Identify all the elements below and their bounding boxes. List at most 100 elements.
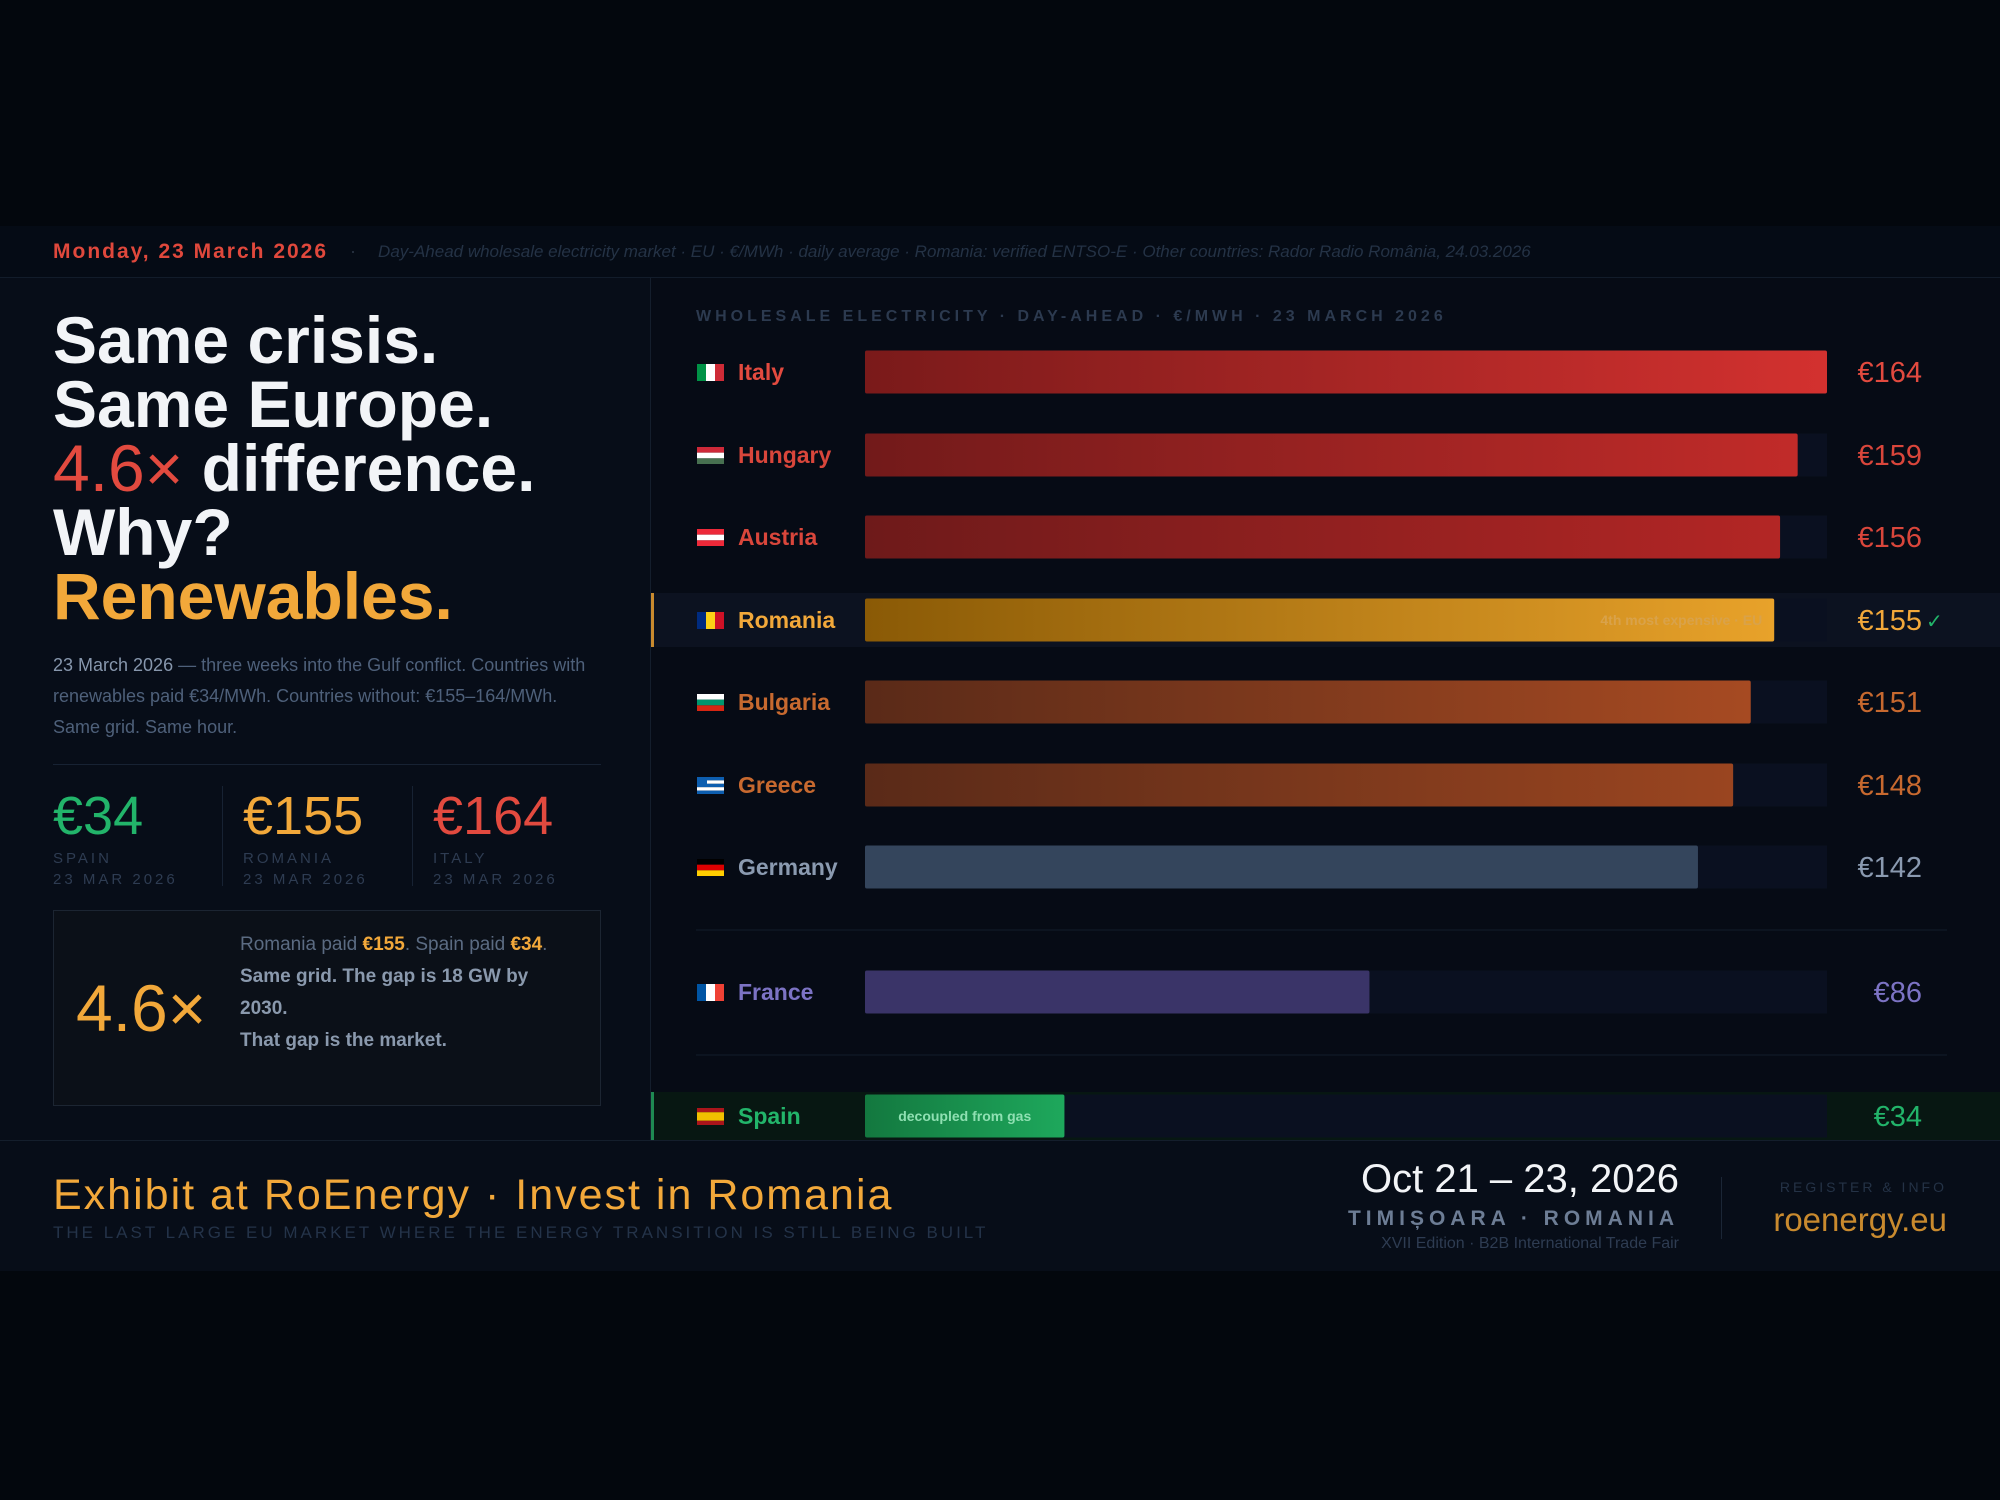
bar-row-italy: Italy €164 [697, 350, 1922, 394]
event-city: TIMIȘOARA · ROMANIA [1347, 1207, 1679, 1230]
left-panel: Same crisis. Same Europe. 4.6× differenc… [0, 278, 651, 1140]
flag-romania-icon [697, 612, 724, 629]
intro-text: — three weeks into the Gulf conflict. Co… [53, 655, 586, 737]
website-link[interactable]: roenergy.eu [1773, 1201, 1947, 1238]
headline-difference: difference. [183, 431, 536, 505]
flag-greece-icon [697, 777, 724, 794]
stat-date: 23 MAR 2026 [243, 871, 368, 888]
flag-italy-icon [697, 364, 724, 381]
flag-france-icon [697, 984, 724, 1001]
bar [865, 845, 1698, 889]
bar [865, 598, 1775, 642]
stat-spain: €34 SPAIN 23 MAR 2026 [53, 784, 178, 892]
flag-bulgaria-icon [697, 694, 724, 711]
bar-row-spain: Spain decoupled from gas €34 [651, 1092, 2000, 1140]
stat-label: SPAIN [53, 850, 112, 867]
bar-row-greece: Greece €148 [697, 763, 1922, 807]
flag-spain-icon [697, 1108, 724, 1125]
value-label: €164 [1857, 357, 1922, 389]
value-label: €151 [1857, 687, 1922, 719]
stat-date: 23 MAR 2026 [53, 871, 178, 888]
bar-annotation: 4th most expensive · EU [1600, 612, 1762, 628]
divider [53, 764, 601, 765]
bar-row-austria: Austria €156 [697, 515, 1922, 559]
bar [865, 680, 1751, 724]
bar-annotation: decoupled from gas [898, 1108, 1031, 1124]
callout-market: That gap is the market. [240, 1030, 447, 1051]
bar-label: France [738, 979, 813, 1005]
value-label: €155 [1857, 605, 1922, 637]
event-edition: XVII Edition · B2B International Trade F… [1381, 1235, 1679, 1252]
value-label: €86 [1874, 977, 1922, 1009]
bar [865, 515, 1781, 559]
headline-line-4: Why? [53, 495, 233, 569]
intro-date: 23 March 2026 [53, 655, 174, 675]
highlight-marker [651, 1092, 654, 1140]
bar-row-hungary: Hungary €159 [697, 433, 1922, 477]
headline-line-1: Same crisis. [53, 303, 439, 377]
bar [865, 1094, 1065, 1138]
headline-line-2: Same Europe. [53, 367, 494, 441]
bar [865, 350, 1827, 394]
headline-line-3: 4.6× difference. [53, 435, 535, 501]
flag-germany-icon [697, 859, 724, 876]
value-label: €142 [1857, 852, 1922, 884]
bar-label: Spain [738, 1103, 801, 1129]
callout-text: Romania paid €155. Spain paid €34. Same … [240, 929, 580, 1057]
callout-t5: . [542, 934, 548, 955]
bar [865, 763, 1734, 807]
footer-divider [1721, 1177, 1722, 1239]
register-label: REGISTER & INFO [1779, 1179, 1947, 1195]
bar [865, 433, 1798, 477]
stat-label: ITALY [433, 850, 488, 867]
flag-hungary-icon [697, 447, 724, 464]
tagline: THE LAST LARGE EU MARKET WHERE THE ENERG… [53, 1223, 989, 1242]
bar-label: Bulgaria [738, 689, 830, 715]
stat-value: €164 [433, 786, 554, 846]
value-label: €159 [1857, 440, 1922, 472]
stat-divider [412, 786, 413, 886]
callout-romania-price: €155 [362, 934, 405, 955]
value-label: €148 [1857, 770, 1922, 802]
bar-label: Germany [738, 854, 838, 880]
check-icon: ✓ [1926, 609, 1943, 633]
flag-austria-icon [697, 529, 724, 546]
source-note: Day-Ahead wholesale electricity market ·… [378, 241, 1531, 261]
headline: Same crisis. Same Europe. 4.6× differenc… [53, 303, 535, 633]
stat-value: €34 [53, 786, 144, 846]
top-bar: Monday, 23 March 2026 · Day-Ahead wholes… [0, 226, 2000, 278]
date-label: Monday, 23 March 2026 [53, 239, 329, 263]
bar-row-france: France €86 [697, 970, 1922, 1014]
bar-label: Austria [738, 524, 817, 550]
headline-line-5: Renewables. [53, 559, 453, 633]
callout-box: 4.6× Romania paid €155. Spain paid €34. … [53, 910, 601, 1106]
bar-label: Romania [738, 607, 835, 633]
bar-label: Italy [738, 359, 784, 385]
callout-multiplier: 4.6× [76, 971, 207, 1045]
bar-chart: Italy €164 Hungary €159 Austria €156 Romania 4t… [651, 350, 2000, 1140]
stat-romania: €155 ROMANIA 23 MAR 2026 [243, 784, 368, 892]
intro-paragraph: 23 March 2026 — three weeks into the Gul… [53, 650, 593, 743]
event-dates: Oct 21 – 23, 2026 [1360, 1157, 1679, 1201]
callout-t3: . Spain paid [404, 934, 511, 955]
value-label: €34 [1874, 1101, 1922, 1133]
bar-row-germany: Germany €142 [697, 845, 1922, 889]
stat-italy: €164 ITALY 23 MAR 2026 [433, 784, 558, 892]
headline-multiplier: 4.6× [53, 431, 184, 505]
callout-gap: Same grid. The gap is 18 GW by 2030. [240, 966, 529, 1019]
bar-row-bulgaria: Bulgaria €151 [697, 680, 1922, 724]
stat-divider [222, 786, 223, 886]
stat-label: ROMANIA [243, 850, 335, 867]
footer: Exhibit at RoEnergy · Invest in Romania … [0, 1140, 2000, 1271]
chart-title: WHOLESALE ELECTRICITY · DAY-AHEAD · €/MW… [696, 308, 1447, 325]
chart-panel: WHOLESALE ELECTRICITY · DAY-AHEAD · €/MW… [651, 278, 2000, 1140]
bar-label: Hungary [738, 442, 832, 468]
cta-headline: Exhibit at RoEnergy · Invest in Romania [53, 1171, 894, 1219]
bar-row-romania: Romania 4th most expensive · EU €155 ✓ [651, 593, 2000, 647]
callout-t1: Romania paid [240, 934, 363, 955]
stat-date: 23 MAR 2026 [433, 871, 558, 888]
bar-label: Greece [738, 772, 816, 798]
separator-dot: · [350, 241, 357, 261]
stat-value: €155 [243, 786, 364, 846]
value-label: €156 [1857, 522, 1922, 554]
